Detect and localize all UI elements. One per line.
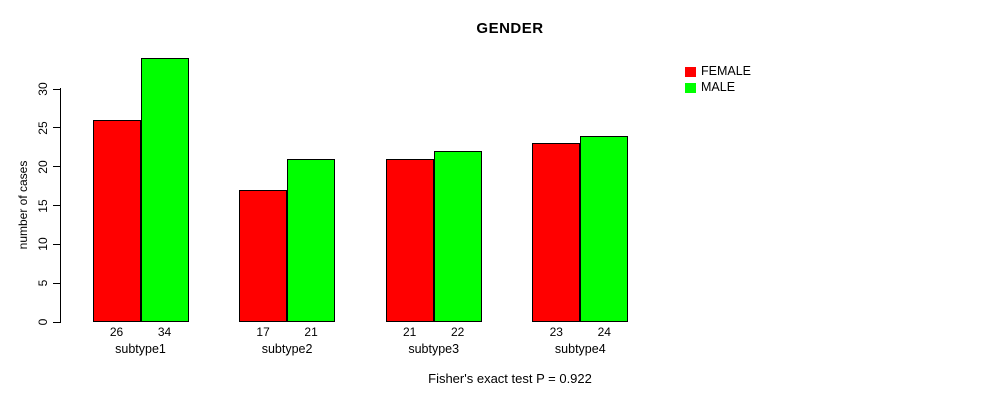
bar-female-subtype1 bbox=[92, 120, 141, 322]
y-tick-label: 0 bbox=[36, 318, 50, 326]
legend-label-female: FEMALE bbox=[701, 64, 752, 78]
female-color-swatch bbox=[685, 66, 696, 77]
y-tick-label: 30 bbox=[36, 82, 50, 96]
chart-title: GENDER bbox=[476, 20, 544, 37]
bar-value-label: 21 bbox=[403, 325, 417, 339]
category-label-subtype1: subtype1 bbox=[115, 342, 166, 356]
bar-value-label: 34 bbox=[157, 325, 172, 339]
y-tick-label: 25 bbox=[36, 121, 50, 135]
bar-male-subtype3 bbox=[433, 151, 482, 322]
y-tick-mark bbox=[53, 205, 61, 206]
category-label-subtype4: subtype4 bbox=[554, 342, 606, 356]
y-tick-mark bbox=[53, 88, 61, 90]
bar-female-subtype4 bbox=[532, 143, 581, 322]
bar-female-subtype2 bbox=[239, 189, 288, 322]
y-tick-mark bbox=[53, 127, 61, 129]
y-tick-label: 5 bbox=[36, 279, 50, 287]
bar-male-subtype4 bbox=[580, 135, 629, 322]
category-label-subtype3: subtype3 bbox=[408, 342, 460, 356]
y-tick-mark bbox=[53, 166, 61, 168]
bar-value-label: 17 bbox=[256, 325, 270, 339]
bar-male-subtype2 bbox=[287, 158, 336, 322]
fisher-test-annotation: Fisher's exact test P = 0.922 bbox=[428, 371, 592, 386]
bar-value-label: 21 bbox=[304, 325, 318, 339]
y-tick-label: 15 bbox=[36, 198, 50, 213]
legend-item-male: MALE bbox=[685, 81, 751, 94]
bar-female-subtype3 bbox=[385, 158, 434, 322]
y-tick-mark bbox=[53, 321, 61, 323]
bar-value-label: 24 bbox=[597, 325, 611, 339]
y-tick-label: 20 bbox=[36, 159, 50, 174]
y-axis-label: number of cases bbox=[16, 160, 30, 250]
bar-value-label: 22 bbox=[451, 325, 465, 339]
bar-value-label: 26 bbox=[109, 325, 124, 339]
male-color-swatch bbox=[685, 82, 696, 93]
category-label-subtype2: subtype2 bbox=[261, 342, 313, 356]
y-tick-mark bbox=[53, 282, 61, 284]
legend: FEMALE MALE bbox=[685, 65, 751, 94]
bar-value-label: 23 bbox=[549, 325, 563, 339]
bar-male-subtype1 bbox=[140, 57, 189, 322]
legend-item-female: FEMALE bbox=[685, 65, 751, 78]
y-tick-mark bbox=[53, 243, 61, 245]
y-tick-label: 10 bbox=[36, 237, 50, 252]
legend-label-male: MALE bbox=[701, 80, 736, 94]
